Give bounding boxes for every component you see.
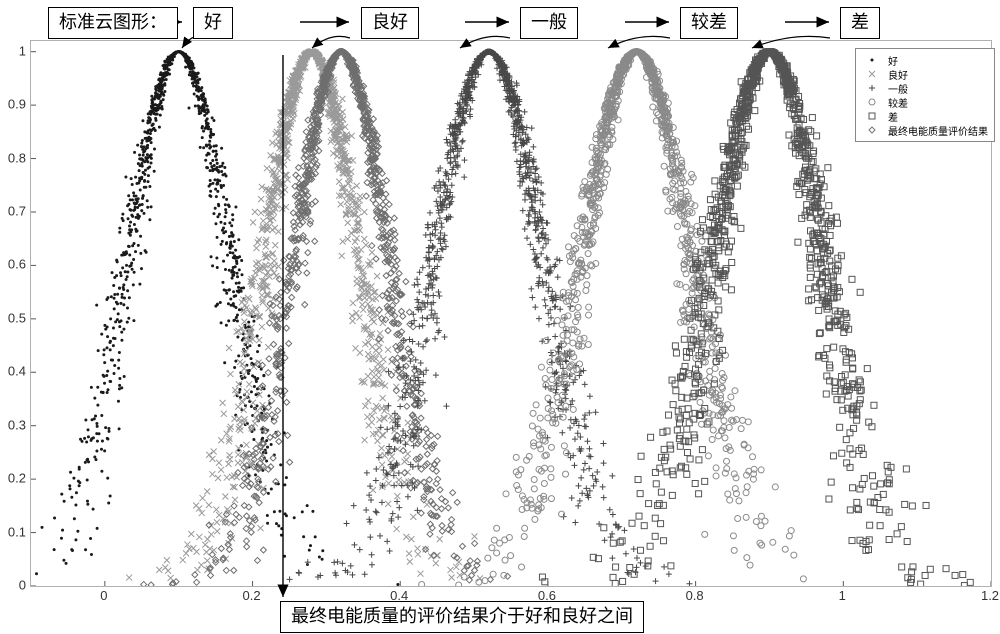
legend: 好良好一般较差差最终电能质量评价结果 (855, 48, 995, 142)
legend-item: 好 (862, 53, 988, 67)
y-tick-label: 0.8 (8, 150, 26, 165)
x-tick-label: 0 (100, 588, 107, 603)
legend-swatch (862, 69, 882, 79)
y-tick-label: 1 (19, 43, 26, 58)
label-bad: 差 (840, 7, 880, 39)
y-tick-label: 0.4 (8, 364, 26, 379)
legend-swatch (862, 125, 882, 135)
legend-swatch (862, 83, 882, 93)
plot-area (30, 40, 992, 587)
y-tick-label: 0.2 (8, 471, 26, 486)
legend-label: 好 (888, 53, 898, 68)
legend-item: 良好 (862, 67, 988, 81)
y-tick-label: 0.3 (8, 417, 26, 432)
chart-canvas (31, 41, 991, 586)
y-tick-label: 0.1 (8, 524, 26, 539)
legend-swatch (862, 97, 882, 107)
title-label: 标准云图形： (48, 7, 178, 39)
y-tick-label: 0.6 (8, 257, 26, 272)
legend-label: 一般 (888, 81, 908, 96)
y-tick-label: 0.5 (8, 310, 26, 325)
x-tick-label: 0.8 (686, 588, 704, 603)
legend-label: 最终电能质量评价结果 (888, 123, 988, 138)
label-normal: 一般 (520, 7, 578, 39)
x-tick-label: 1 (839, 588, 846, 603)
legend-item: 较差 (862, 95, 988, 109)
legend-swatch (862, 111, 882, 121)
legend-item: 差 (862, 109, 988, 123)
cloud-good (35, 50, 399, 586)
legend-swatch (862, 55, 882, 65)
legend-label: 较差 (888, 95, 908, 110)
y-tick-label: 0 (19, 578, 26, 593)
y-tick-label: 0.9 (8, 97, 26, 112)
label-good: 好 (193, 7, 233, 39)
legend-label: 良好 (888, 67, 908, 82)
legend-item: 最终电能质量评价结果 (862, 123, 988, 137)
label-worse: 较差 (680, 7, 738, 39)
bottom-caption: 最终电能质量的评价结果介于好和良好之间 (280, 601, 644, 633)
x-tick-label: 1.2 (981, 588, 999, 603)
x-tick-label: 0.2 (242, 588, 260, 603)
legend-item: 一般 (862, 81, 988, 95)
y-tick-label: 0.7 (8, 203, 26, 218)
legend-label: 差 (888, 109, 898, 124)
label-better: 良好 (361, 7, 419, 39)
